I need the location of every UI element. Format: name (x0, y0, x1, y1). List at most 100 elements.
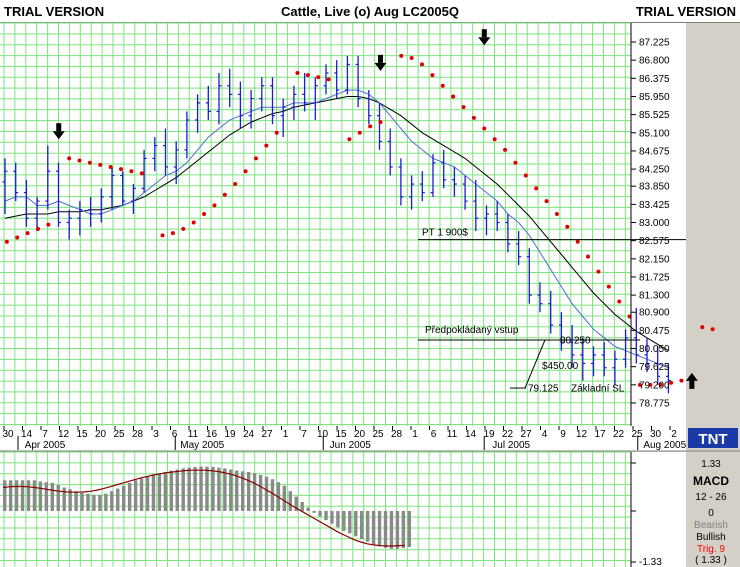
day-tick-label: 28 (132, 429, 144, 440)
signal-arrows (52, 29, 698, 389)
sar-dot (212, 203, 217, 208)
date-axis-panel (0, 426, 686, 451)
macd-hist-bar (50, 482, 54, 511)
sar-dot (160, 233, 165, 238)
sar-dot (368, 124, 373, 129)
sar-dot (98, 162, 103, 167)
sar-dot (233, 182, 238, 187)
sell-arrow-head (52, 131, 65, 140)
price-tick-label: 83.000 (639, 218, 670, 229)
price-axis: 87.225 86.800 86.375 85.950 85.525 85.100 84.6… (630, 23, 670, 426)
sar-dot (710, 327, 715, 332)
macd-hist-bar (258, 474, 263, 511)
macd-hist-bar (401, 511, 406, 549)
tnt-logo-text: TNT (698, 431, 727, 448)
sar-dot (513, 160, 518, 165)
sar-dot (67, 156, 72, 161)
macd-hist-bar (26, 480, 31, 511)
sar-dot (669, 380, 674, 385)
price-tick-label: 81.300 (639, 291, 670, 302)
day-tick-label: 25 (372, 429, 384, 440)
macd-hist-bar (157, 473, 162, 511)
sell-arrow-shaft (56, 123, 62, 132)
sar-dot (253, 156, 258, 161)
macd-hist-bar (163, 472, 168, 511)
sar-dot (170, 231, 175, 236)
sar-dot (181, 226, 186, 231)
day-tick-label: 20 (354, 429, 366, 440)
sar-dot (274, 130, 279, 135)
macd-top-value: 1.33 (701, 459, 721, 470)
sar-dot (637, 382, 642, 387)
tnt-logo: TNT (688, 428, 738, 448)
macd-hist-bar (371, 511, 376, 545)
sar-dot (596, 269, 601, 274)
macd-hist-bar (389, 511, 394, 549)
macd-signal-line (2, 469, 405, 547)
macd-hist-bar (3, 480, 7, 511)
sar-dot (191, 220, 196, 225)
macd-hist-bar (282, 485, 287, 511)
macd-hist-bar (86, 493, 90, 511)
macd-hist-bar (229, 469, 233, 511)
macd-hist-bar (318, 511, 322, 517)
day-tick-label: 19 (224, 429, 236, 440)
trial-version-right: TRIAL VERSION (635, 4, 736, 19)
macd-hist-bar (8, 480, 13, 511)
sar-dot (586, 254, 591, 259)
day-tick-label: 11 (447, 429, 458, 440)
sar-dot (119, 167, 124, 172)
macd-hist-bar (62, 487, 66, 511)
sell-arrow-head (478, 37, 491, 46)
macd-hist-bar (395, 511, 400, 549)
price-tick-label: 84.675 (639, 146, 670, 157)
macd-hist-bar (365, 511, 370, 542)
day-tick-label: 1 (283, 429, 289, 440)
sar-dot (430, 73, 435, 78)
trade-annotations: PT 1 900$ Předpokládaný vstup 80.250 $450.0… (418, 228, 686, 395)
price-tick-label: 85.525 (639, 110, 670, 121)
price-tick-label: 80.900 (639, 308, 670, 319)
sar-dot (243, 169, 248, 174)
sar-dot (108, 164, 113, 169)
day-tick-label: 4 (542, 429, 548, 440)
sar-dot (15, 235, 20, 240)
macd-hist-bar (44, 482, 49, 511)
sell-arrow-head (374, 62, 387, 71)
day-tick-label: 27 (261, 429, 273, 440)
macd-hist-bar (80, 492, 84, 511)
ohlc-bars (2, 55, 671, 394)
macd-hist-bar (270, 479, 275, 511)
sar-dot (295, 70, 300, 75)
sar-dot (378, 120, 383, 125)
day-tick-label: 27 (520, 429, 532, 440)
price-tick-label: 85.950 (639, 92, 670, 103)
month-label: May 2005 (180, 440, 224, 451)
sar-dot (471, 115, 476, 120)
macd-hist-bar (324, 511, 328, 521)
macd-hist-bar (241, 471, 245, 511)
day-tick-label: 30 (2, 429, 14, 440)
sar-dot (440, 83, 445, 88)
sar-dot (523, 173, 528, 178)
macd-hist-bar (383, 511, 388, 548)
stop-loss-label: Základní SL (571, 384, 625, 395)
macd-hist-bar (20, 480, 25, 511)
day-tick-label: 10 (317, 429, 329, 440)
buy-arrow-head (685, 372, 698, 381)
sar-dot (316, 75, 321, 80)
price-tick-label: 86.800 (639, 56, 670, 67)
price-tick-label: 83.850 (639, 182, 670, 193)
macd-hist-bar (223, 468, 227, 511)
sar-dot (461, 105, 466, 110)
sar-dot (305, 73, 310, 78)
price-tick-label: 83.425 (639, 200, 670, 211)
macd-hist-bar (330, 511, 334, 524)
day-tick-label: 12 (576, 429, 588, 440)
price-tick-label: 79.200 (639, 380, 670, 391)
macd-hist-bar (205, 466, 209, 511)
macd-hist-bar (98, 494, 102, 511)
day-tick-label: 24 (243, 429, 255, 440)
macd-hist-bar (74, 491, 78, 511)
